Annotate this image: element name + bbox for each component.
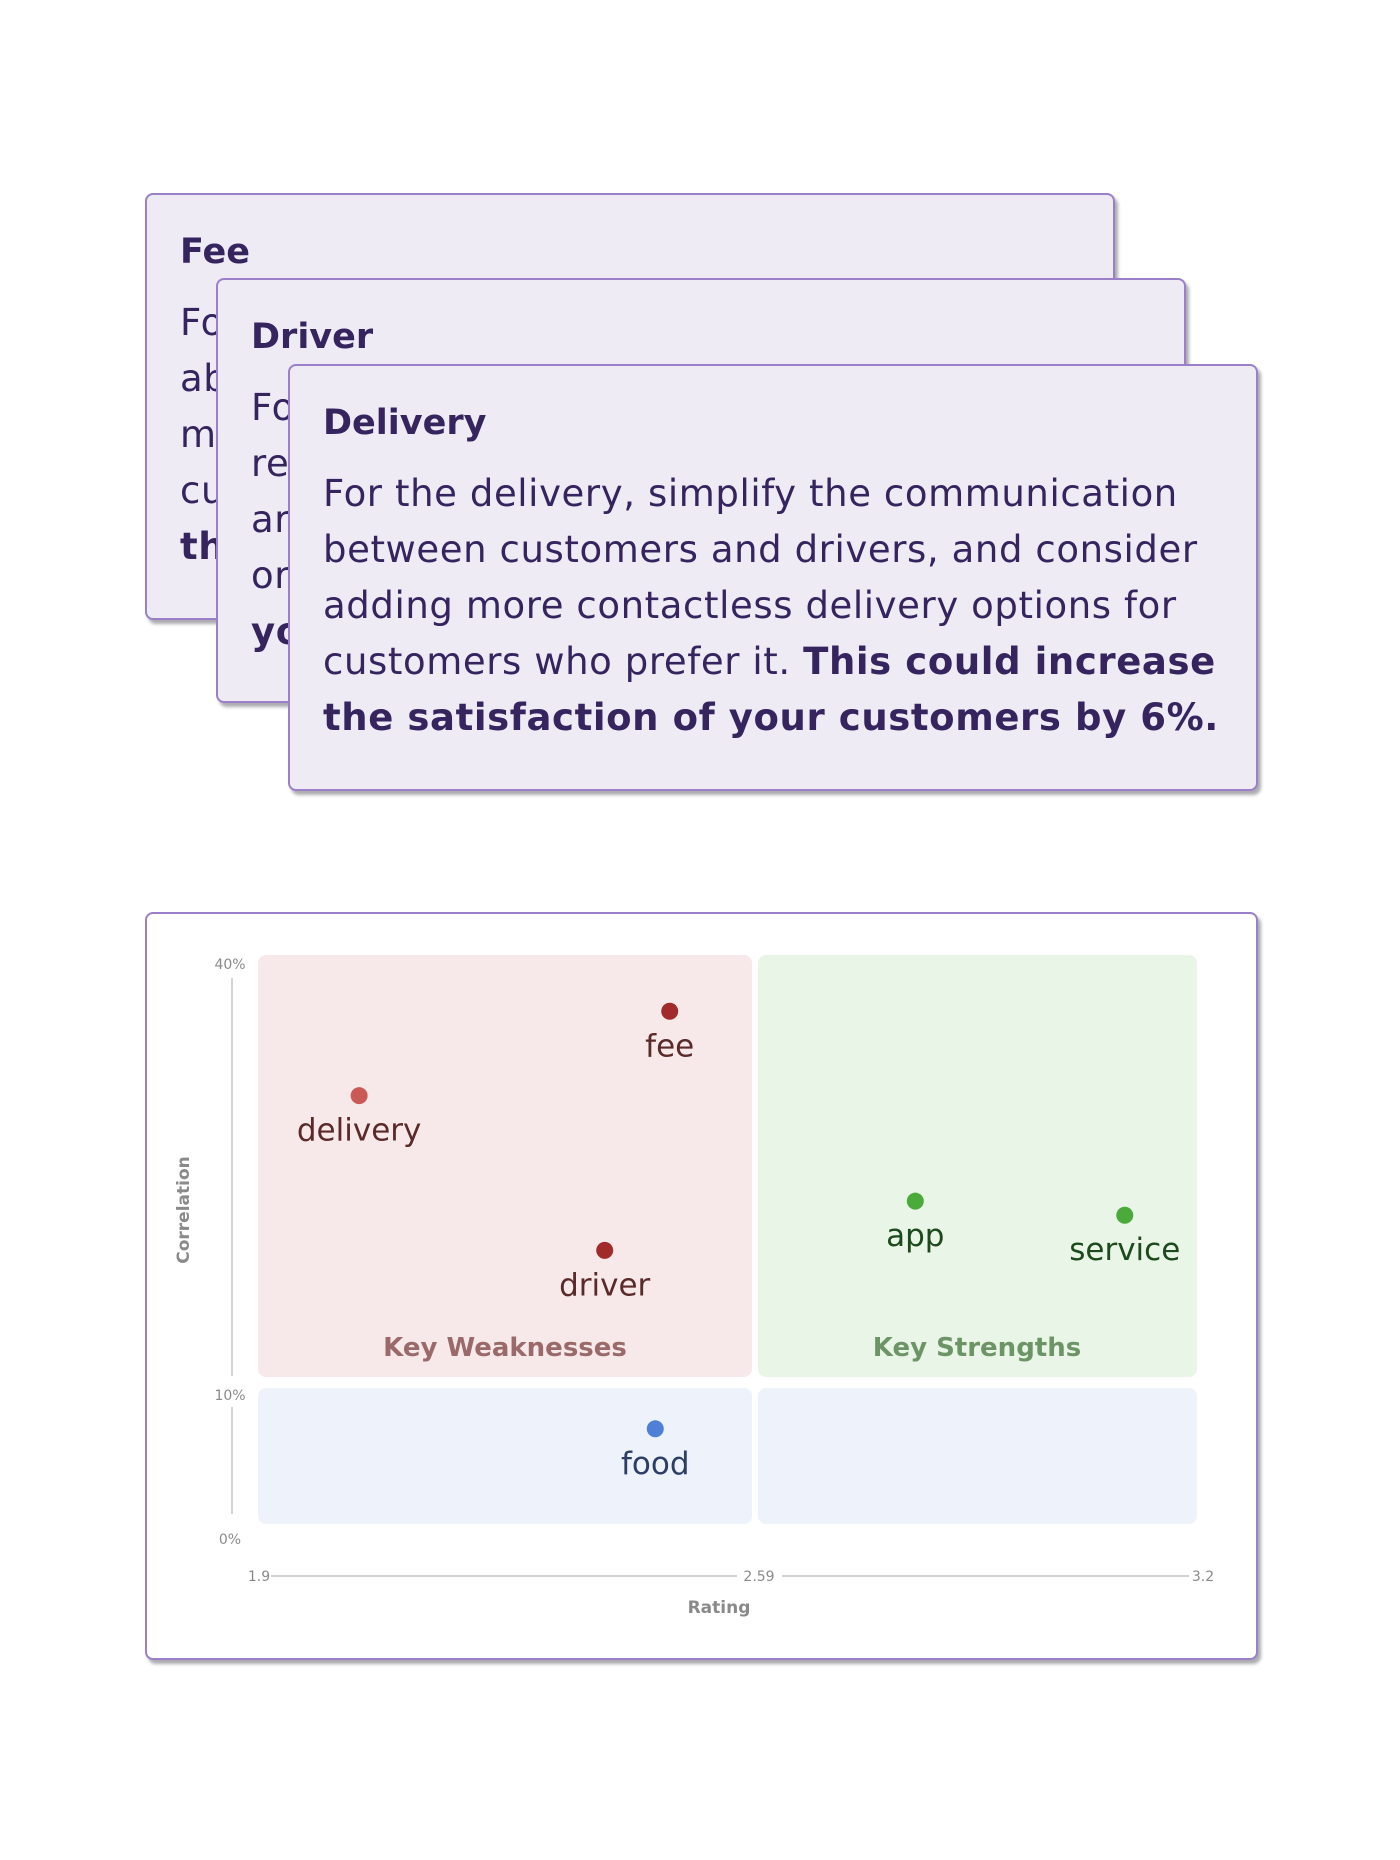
card-text: For the delivery, simplify the communica… (323, 472, 1198, 683)
quadrant-1 (258, 955, 752, 1377)
point-layer: fee delivery driver app service food (297, 1002, 1180, 1482)
card-highlight-text: This could increase the satisfaction of … (323, 640, 1219, 739)
point-label-service: service (1069, 1232, 1180, 1268)
rating-correlation-chart-panel: Key Weaknesses Key Strengths 40% 10% 0% 1.9 2… (145, 912, 1258, 1660)
x-axis-title: Rating (688, 1598, 751, 1618)
card-text-line: Fo (251, 386, 295, 429)
quadrant-label-key-strengths: Key Strengths (873, 1333, 1081, 1363)
quadrant-3 (258, 1388, 752, 1524)
quadrant-label-key-weaknesses: Key Weaknesses (383, 1333, 627, 1363)
y-tick-label: 10% (214, 1388, 245, 1404)
point-label-food: food (621, 1446, 690, 1482)
quadrant-scatter-chart: Key Weaknesses Key Strengths 40% 10% 0% 1.9 2… (174, 955, 1214, 1618)
axis-layer: 40% 10% 0% 1.9 2.59 3.2 Rating Correlation (174, 957, 1214, 1618)
y-axis-title: Correlation (174, 1156, 194, 1264)
point-service (1116, 1206, 1134, 1224)
card-text-line: ar (251, 498, 291, 541)
card-body: Fo re ar or yo (251, 380, 1151, 660)
point-app (906, 1192, 924, 1210)
card-text-line: or (251, 554, 291, 597)
point-fee (661, 1002, 679, 1020)
quadrant-2 (758, 955, 1197, 1377)
card-title: Driver (251, 317, 374, 357)
card-title: Fee (180, 232, 250, 272)
y-tick-label: 40% (214, 957, 245, 973)
card-text-line: re (251, 442, 290, 485)
point-label-fee: fee (645, 1028, 694, 1064)
quadrant-layer: Key Weaknesses Key Strengths (258, 955, 1197, 1524)
point-driver (596, 1241, 614, 1259)
card-body: For the delivery, simplify the communica… (323, 466, 1226, 746)
x-tick-label: 2.59 (743, 1569, 774, 1585)
point-delivery (350, 1087, 368, 1105)
card-text-line: m (180, 413, 217, 456)
card-title: Delivery (323, 403, 487, 443)
point-label-driver: driver (559, 1267, 650, 1303)
recommendation-card-delivery[interactable]: Delivery For the delivery, simplify the … (288, 364, 1258, 791)
point-food (646, 1420, 664, 1438)
point-label-delivery: delivery (297, 1113, 421, 1149)
quadrant-4 (758, 1388, 1197, 1524)
y-tick-label: 0% (219, 1532, 241, 1548)
point-label-app: app (886, 1218, 944, 1254)
x-tick-label: 1.9 (248, 1569, 270, 1585)
x-tick-label: 3.2 (1192, 1569, 1214, 1585)
